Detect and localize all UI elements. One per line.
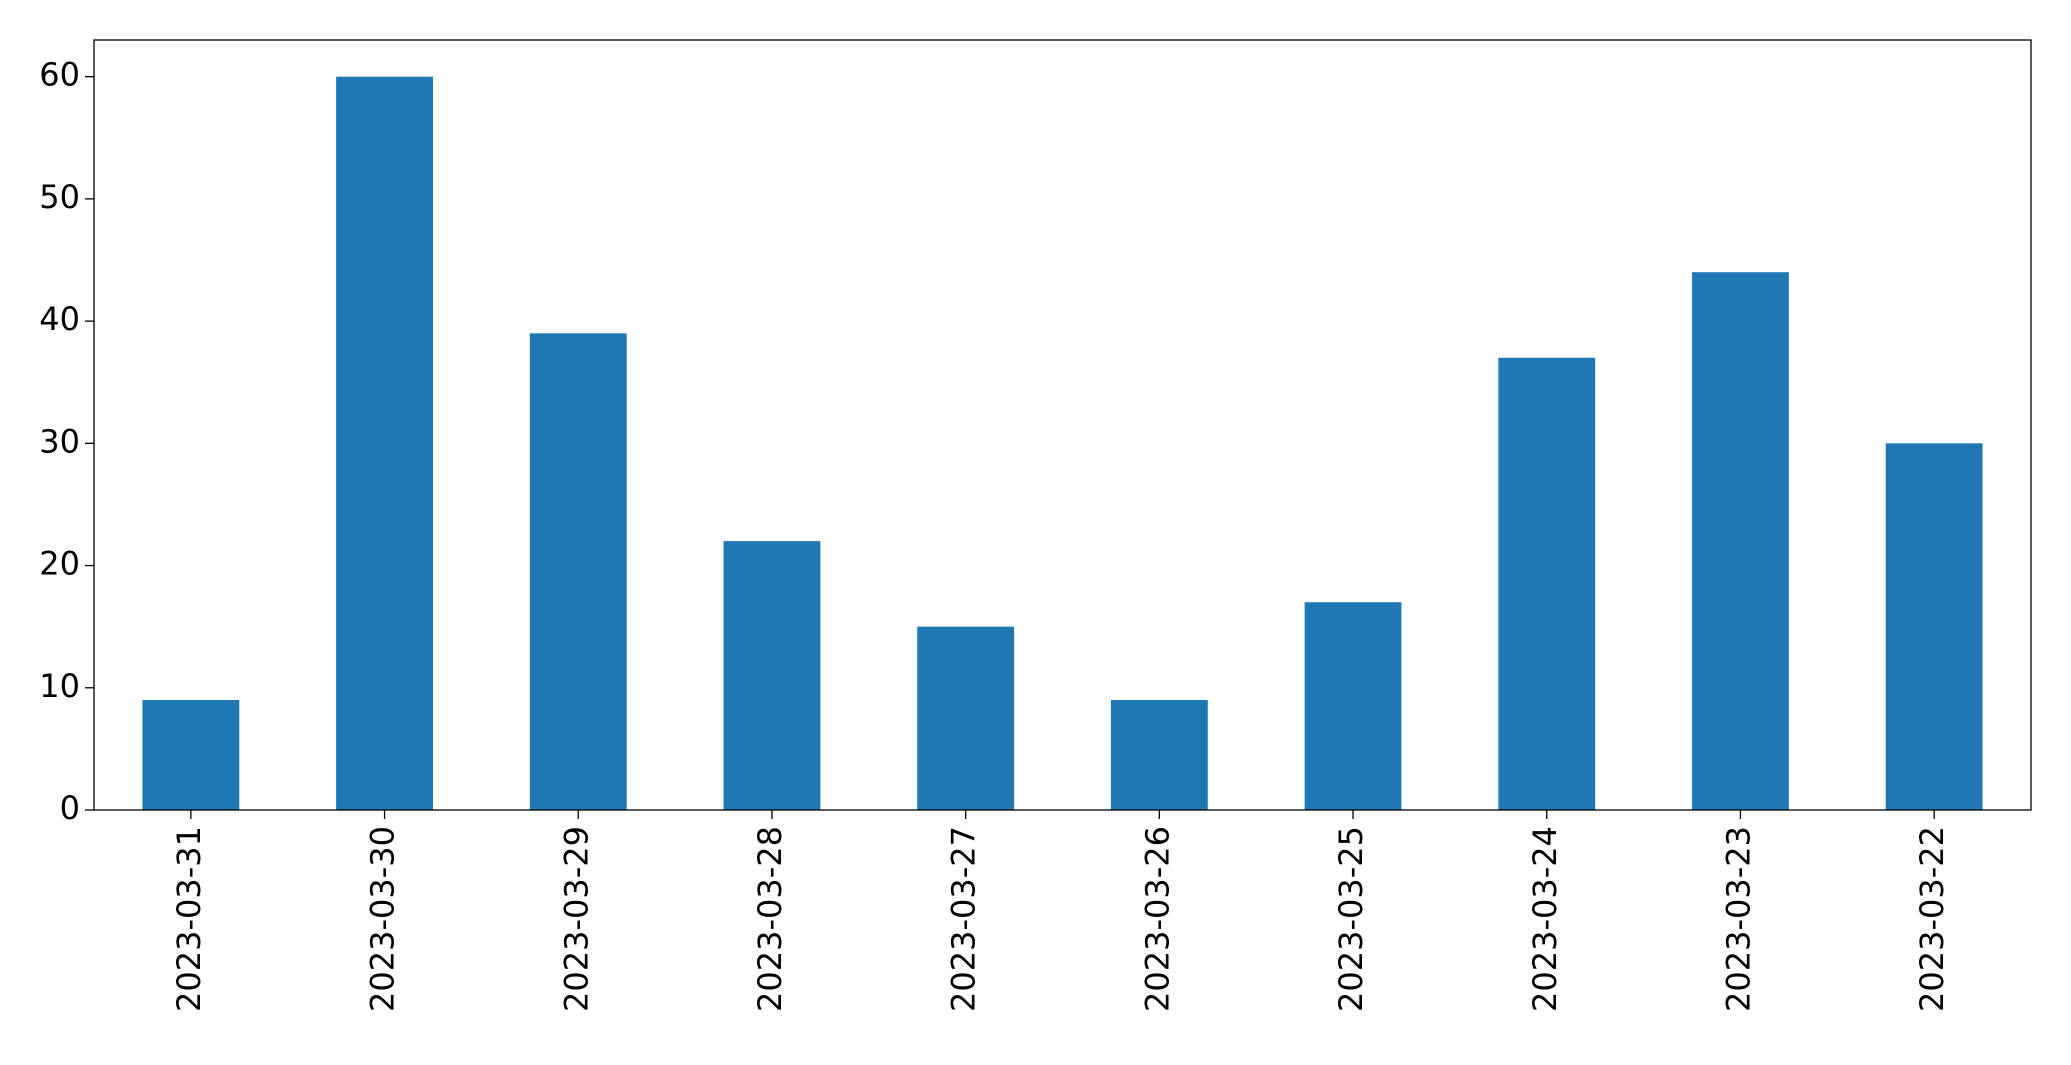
- x-tick-label: 2023-03-28: [751, 826, 789, 1012]
- bar: [529, 333, 627, 810]
- x-tick-label: 2023-03-25: [1332, 826, 1370, 1012]
- bar: [142, 700, 240, 810]
- y-tick-label: 60: [39, 56, 80, 94]
- bar: [1692, 272, 1789, 810]
- y-tick-label: 10: [39, 667, 80, 705]
- y-tick-label: 40: [39, 300, 80, 338]
- y-tick-label: 30: [39, 422, 80, 460]
- x-tick-label: 2023-03-29: [557, 826, 595, 1012]
- x-tick-label: 2023-03-22: [1913, 826, 1951, 1012]
- y-tick-label: 20: [39, 545, 80, 583]
- bar: [1304, 602, 1402, 810]
- x-tick-label: 2023-03-24: [1526, 826, 1564, 1012]
- y-tick-label: 50: [39, 178, 80, 216]
- bar: [917, 626, 1015, 810]
- x-tick-label: 2023-03-30: [364, 826, 402, 1012]
- y-tick-label: 0: [60, 789, 80, 827]
- axes-frame: [93, 39, 2032, 811]
- x-tick-label: 2023-03-27: [945, 826, 983, 1012]
- bar: [336, 76, 433, 810]
- bar: [723, 541, 821, 810]
- x-tick-label: 2023-03-26: [1138, 826, 1176, 1012]
- bar: [1498, 357, 1596, 810]
- bar: [1885, 443, 1983, 810]
- x-tick-label: 2023-03-31: [170, 826, 208, 1012]
- x-tick-label: 2023-03-23: [1719, 826, 1757, 1012]
- bar: [1110, 700, 1208, 810]
